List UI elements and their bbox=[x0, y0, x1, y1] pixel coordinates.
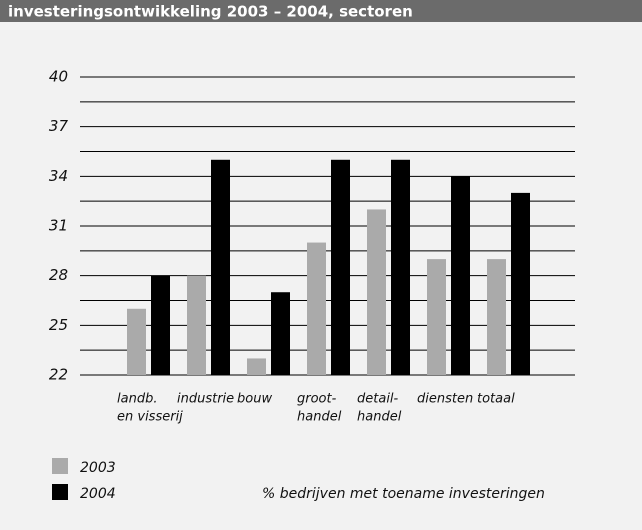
x-tick-label: totaal bbox=[477, 392, 515, 407]
legend-swatch bbox=[52, 484, 68, 500]
x-tick-label: groot- bbox=[297, 392, 337, 407]
bar bbox=[307, 242, 326, 375]
title-bar bbox=[0, 0, 642, 22]
bar bbox=[211, 159, 230, 375]
bar bbox=[151, 275, 170, 375]
bar bbox=[391, 159, 410, 375]
bar bbox=[247, 358, 266, 375]
legend-label: 2003 bbox=[80, 460, 116, 476]
x-tick-label: bouw bbox=[237, 392, 272, 407]
bar bbox=[367, 209, 386, 375]
bar bbox=[511, 192, 530, 375]
bar bbox=[487, 259, 506, 375]
y-tick-label: 40 bbox=[49, 68, 68, 86]
chart-title: investeringsontwikkeling 2003 – 2004, se… bbox=[8, 3, 413, 21]
x-tick-label: handel bbox=[297, 410, 342, 425]
x-tick-label: diensten bbox=[417, 392, 473, 407]
bar bbox=[331, 159, 350, 375]
legend-label: 2004 bbox=[80, 486, 116, 502]
legend-swatch bbox=[52, 458, 68, 474]
y-tick-label: 25 bbox=[49, 316, 68, 334]
x-tick-label: detail- bbox=[357, 392, 399, 407]
y-tick-label: 22 bbox=[49, 366, 68, 384]
x-tick-label: landb. bbox=[117, 392, 157, 407]
y-tick-label: 31 bbox=[49, 217, 68, 235]
bar bbox=[451, 176, 470, 375]
bar bbox=[187, 275, 206, 375]
note: % bedrijven met toename investeringen bbox=[262, 486, 545, 502]
bar bbox=[427, 259, 446, 375]
bar bbox=[271, 292, 290, 375]
x-tick-label: industrie bbox=[177, 392, 234, 407]
bar bbox=[127, 308, 146, 375]
x-tick-label: handel bbox=[357, 410, 402, 425]
x-tick-label: en visserij bbox=[117, 410, 183, 425]
y-tick-label: 34 bbox=[49, 167, 68, 185]
y-tick-label: 28 bbox=[49, 266, 68, 284]
y-tick-label: 37 bbox=[49, 117, 69, 135]
